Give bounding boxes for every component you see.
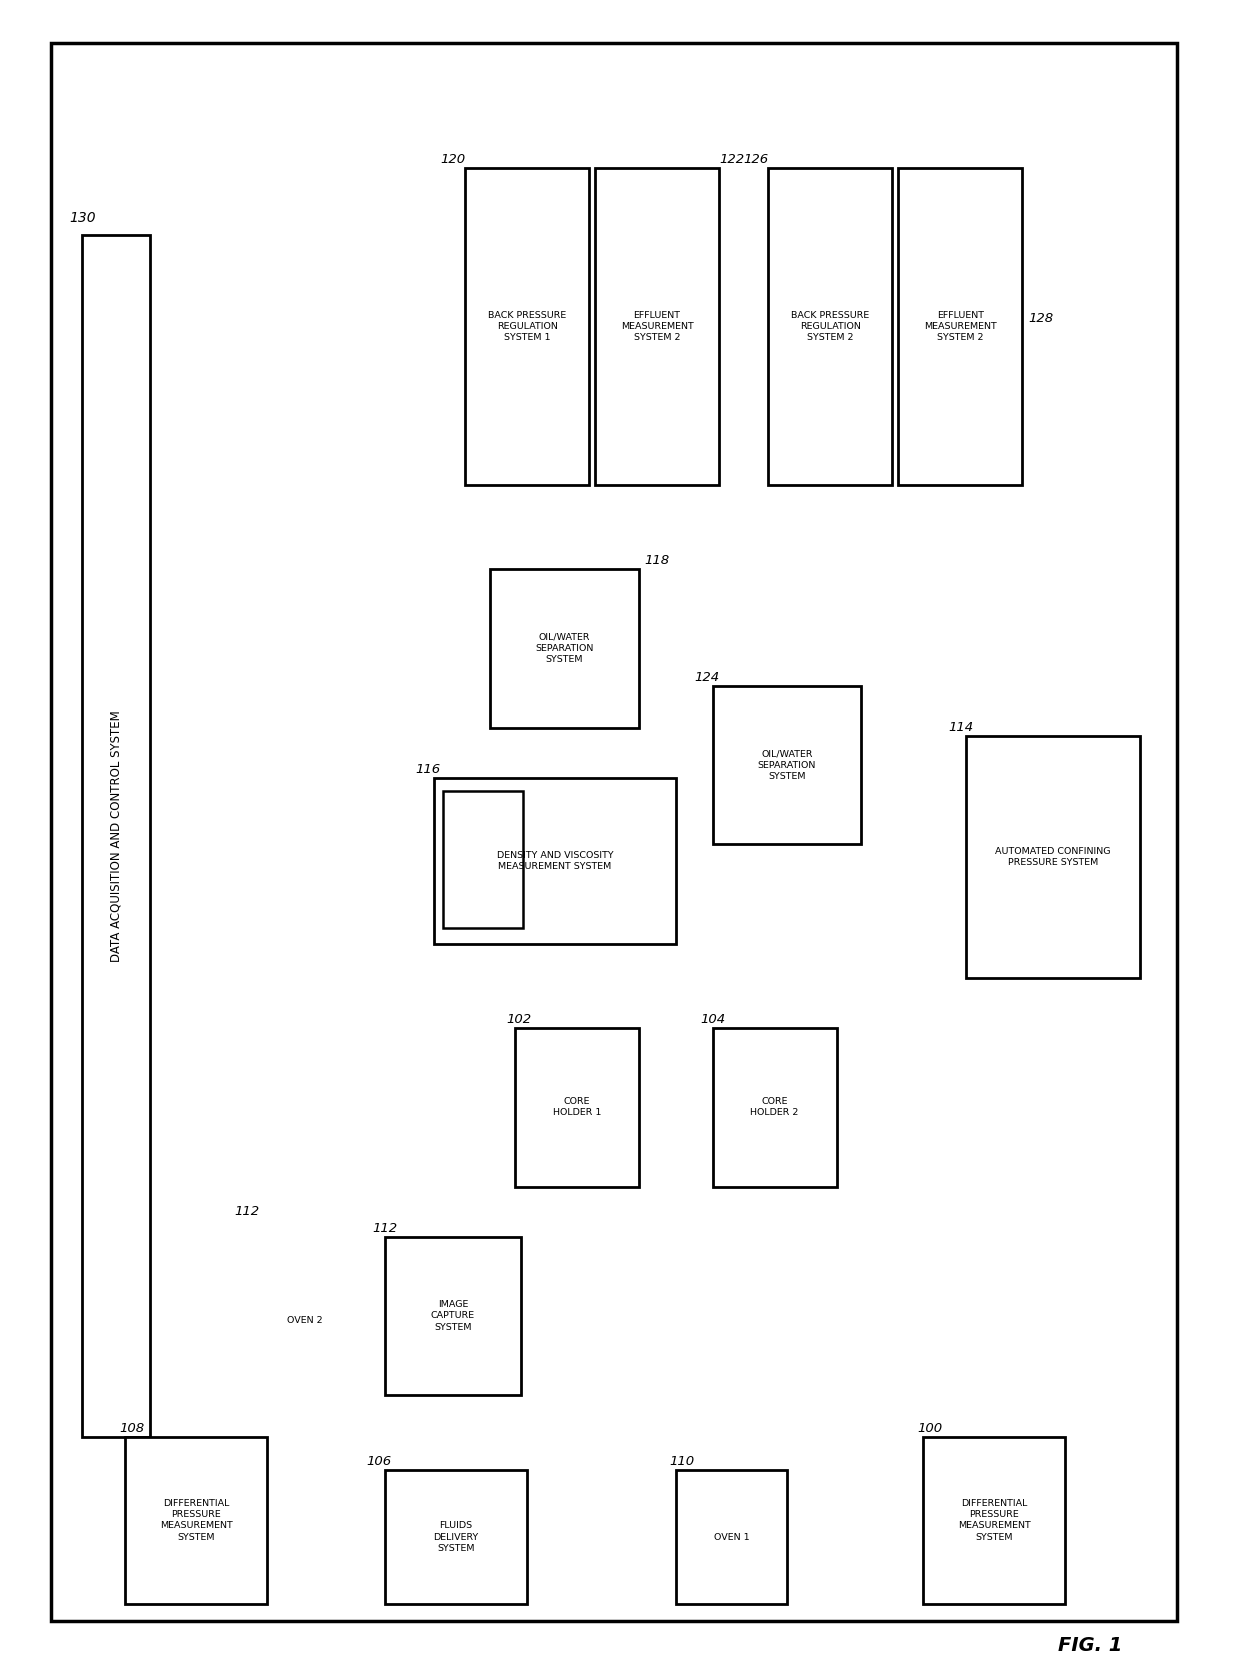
Text: EFFLUENT
MEASUREMENT
SYSTEM 2: EFFLUENT MEASUREMENT SYSTEM 2 [621, 311, 693, 343]
Text: OIL/WATER
SEPARATION
SYSTEM: OIL/WATER SEPARATION SYSTEM [758, 749, 816, 781]
Text: AUTOMATED CONFINING
PRESSURE SYSTEM: AUTOMATED CONFINING PRESSURE SYSTEM [996, 846, 1111, 866]
FancyBboxPatch shape [82, 236, 150, 1436]
Text: CORE
HOLDER 1: CORE HOLDER 1 [553, 1097, 601, 1117]
FancyBboxPatch shape [443, 791, 523, 928]
Text: 112: 112 [372, 1222, 398, 1234]
Text: 102: 102 [506, 1013, 531, 1027]
Text: 108: 108 [119, 1423, 144, 1435]
FancyBboxPatch shape [384, 1470, 527, 1603]
FancyBboxPatch shape [465, 169, 589, 485]
Text: EFFLUENT
MEASUREMENT
SYSTEM 2: EFFLUENT MEASUREMENT SYSTEM 2 [924, 311, 997, 343]
Text: OIL/WATER
SEPARATION
SYSTEM: OIL/WATER SEPARATION SYSTEM [536, 632, 594, 664]
Text: DIFFERENTIAL
PRESSURE
MEASUREMENT
SYSTEM: DIFFERENTIAL PRESSURE MEASUREMENT SYSTEM [957, 1500, 1030, 1542]
FancyBboxPatch shape [966, 736, 1140, 978]
FancyBboxPatch shape [125, 1436, 268, 1603]
Text: BACK PRESSURE
REGULATION
SYSTEM 2: BACK PRESSURE REGULATION SYSTEM 2 [791, 311, 869, 343]
FancyBboxPatch shape [434, 777, 676, 945]
FancyBboxPatch shape [384, 1237, 521, 1394]
Text: 122: 122 [719, 154, 744, 167]
Text: CORE
HOLDER 2: CORE HOLDER 2 [750, 1097, 799, 1117]
Text: 118: 118 [645, 553, 670, 567]
FancyBboxPatch shape [898, 169, 1022, 485]
FancyBboxPatch shape [676, 1470, 787, 1603]
Text: 124: 124 [694, 670, 719, 684]
FancyBboxPatch shape [769, 169, 893, 485]
Text: FIG. 1: FIG. 1 [1058, 1637, 1122, 1655]
FancyBboxPatch shape [515, 1028, 639, 1187]
FancyBboxPatch shape [490, 568, 639, 727]
Text: FLUIDS
DELIVERY
SYSTEM: FLUIDS DELIVERY SYSTEM [434, 1522, 479, 1553]
Text: DENSITY AND VISCOSITY
MEASUREMENT SYSTEM: DENSITY AND VISCOSITY MEASUREMENT SYSTEM [497, 851, 614, 871]
Text: BACK PRESSURE
REGULATION
SYSTEM 1: BACK PRESSURE REGULATION SYSTEM 1 [489, 311, 567, 343]
Text: 106: 106 [366, 1455, 392, 1468]
Text: 120: 120 [440, 154, 466, 167]
FancyBboxPatch shape [595, 169, 719, 485]
Text: 130: 130 [69, 211, 95, 226]
FancyBboxPatch shape [51, 43, 1177, 1620]
Text: OVEN 1: OVEN 1 [713, 1533, 749, 1542]
Text: 110: 110 [670, 1455, 694, 1468]
FancyBboxPatch shape [923, 1436, 1065, 1603]
Text: 116: 116 [415, 762, 441, 776]
Text: 114: 114 [947, 721, 973, 734]
Text: OVEN 2: OVEN 2 [286, 1316, 322, 1324]
FancyBboxPatch shape [713, 1028, 837, 1187]
Text: 128: 128 [1028, 313, 1054, 324]
Text: 104: 104 [701, 1013, 725, 1027]
Text: 100: 100 [916, 1423, 942, 1435]
Text: DATA ACQUISITION AND CONTROL SYSTEM: DATA ACQUISITION AND CONTROL SYSTEM [109, 711, 123, 961]
Text: 126: 126 [744, 154, 769, 167]
Text: 112: 112 [234, 1206, 259, 1219]
Text: DIFFERENTIAL
PRESSURE
MEASUREMENT
SYSTEM: DIFFERENTIAL PRESSURE MEASUREMENT SYSTEM [160, 1500, 233, 1542]
Text: IMAGE
CAPTURE
SYSTEM: IMAGE CAPTURE SYSTEM [432, 1301, 475, 1331]
FancyBboxPatch shape [713, 686, 862, 844]
